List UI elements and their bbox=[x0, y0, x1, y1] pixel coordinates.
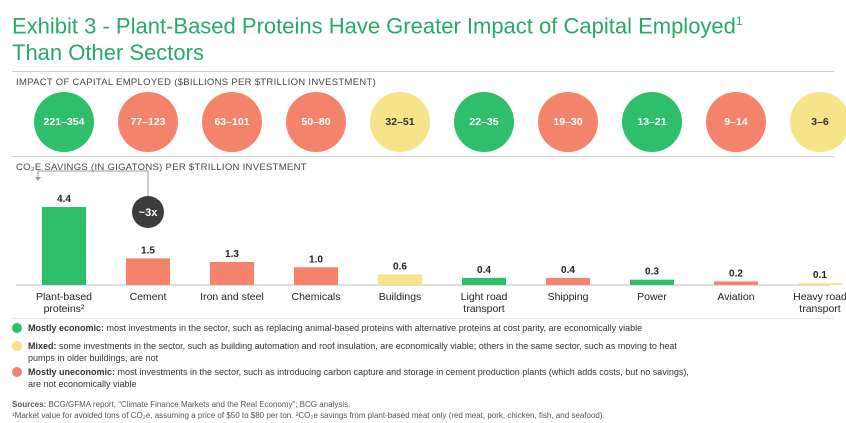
bar-value-label: 1.0 bbox=[309, 254, 323, 265]
category-label: Plant-based bbox=[36, 291, 92, 303]
legend-economic: Mostly economic: most investments in the… bbox=[12, 322, 702, 334]
impact-bubble-value: 32–51 bbox=[385, 116, 415, 128]
category-label: Shipping bbox=[548, 291, 589, 303]
multiplier-arrowhead bbox=[35, 177, 41, 181]
impact-bubble: 63–101 bbox=[202, 92, 262, 152]
legend-mixed-title: Mixed: bbox=[28, 341, 57, 351]
footnotes: ¹Market value for avoided tons of CO₂e, … bbox=[12, 411, 605, 420]
legend-mixed-swatch bbox=[12, 341, 22, 351]
impact-bubble: 32–51 bbox=[370, 92, 430, 152]
multiplier-badge bbox=[132, 196, 164, 228]
bar-value-label: 0.6 bbox=[393, 261, 407, 272]
title-line-1: Exhibit 3 - Plant-Based Proteins Have Gr… bbox=[12, 13, 736, 39]
sources-heading: Sources: bbox=[12, 400, 47, 409]
category-label: transport bbox=[799, 303, 841, 315]
legend-uneconomic: Mostly uneconomic: most investments in t… bbox=[12, 366, 702, 390]
impact-bubble: 77–123 bbox=[118, 92, 178, 152]
bar bbox=[126, 258, 170, 285]
legend-economic-text: most investments in the sector, such as … bbox=[104, 323, 643, 333]
sources-text: BCG/GFMA report, “Climate Finance Market… bbox=[46, 400, 351, 409]
legend-mixed-text: some investments in the sector, such as … bbox=[28, 341, 677, 363]
legend-uneconomic-swatch bbox=[12, 367, 22, 377]
divider-top bbox=[12, 71, 834, 72]
category-label: transport bbox=[463, 303, 505, 315]
legend-economic-title: Mostly economic: bbox=[28, 323, 105, 333]
source-notes: Sources: BCG/GFMA report, “Climate Finan… bbox=[12, 399, 605, 421]
savings-section-label: CO₂E SAVINGS (IN GIGATONS) PER $TRILLION… bbox=[16, 162, 307, 173]
divider-middle bbox=[12, 156, 834, 157]
impact-bubble: 3–6 bbox=[790, 92, 846, 152]
legend-mixed: Mixed: some investments in the sector, s… bbox=[12, 340, 702, 364]
bar-value-label: 1.5 bbox=[141, 245, 155, 256]
impact-bubble: 19–30 bbox=[538, 92, 598, 152]
legend-uneconomic-text: most investments in the sector, such as … bbox=[28, 367, 689, 389]
title-line-2: Than Other Sectors bbox=[12, 40, 204, 66]
bar bbox=[462, 277, 506, 285]
category-label: Aviation bbox=[717, 291, 754, 303]
bar bbox=[546, 277, 590, 285]
bar-value-label: 0.2 bbox=[729, 268, 743, 279]
impact-bubble-value: 63–101 bbox=[214, 116, 250, 128]
bar bbox=[42, 207, 86, 285]
impact-bubble: 50–80 bbox=[286, 92, 346, 152]
impact-bubble-value: 19–30 bbox=[553, 116, 583, 128]
bar bbox=[210, 261, 254, 285]
impact-bubble-value: 13–21 bbox=[637, 116, 667, 128]
impact-bubble-value: 50–80 bbox=[301, 116, 331, 128]
bar-value-label: 0.4 bbox=[477, 265, 491, 276]
category-label: Buildings bbox=[379, 291, 422, 303]
category-label: Light road bbox=[461, 291, 508, 303]
impact-bubble: 9–14 bbox=[706, 92, 766, 152]
multiplier-badge-label: ~3x bbox=[139, 207, 159, 219]
impact-bubble: 22–35 bbox=[454, 92, 514, 152]
bar-value-label: 1.3 bbox=[225, 249, 239, 260]
bar-value-label: 0.3 bbox=[645, 267, 659, 278]
category-label: Power bbox=[637, 291, 667, 303]
impact-bubble-value: 9–14 bbox=[724, 116, 748, 128]
impact-bubble-value: 22–35 bbox=[469, 116, 499, 128]
multiplier-connector bbox=[37, 170, 149, 212]
category-label: proteins² bbox=[44, 303, 85, 315]
impact-bubble: 13–21 bbox=[622, 92, 682, 152]
exhibit-title: Exhibit 3 - Plant-Based Proteins Have Gr… bbox=[12, 8, 832, 66]
category-label: Cement bbox=[130, 291, 167, 303]
bar bbox=[294, 267, 338, 285]
impact-bubble-value: 77–123 bbox=[130, 116, 166, 128]
impact-bubble-value: 3–6 bbox=[811, 116, 829, 128]
bar bbox=[630, 279, 674, 285]
bar bbox=[798, 283, 842, 285]
bar-value-label: 0.4 bbox=[561, 265, 575, 276]
title-footnote-marker: 1 bbox=[735, 14, 743, 28]
bar bbox=[378, 274, 422, 285]
impact-bubble-value: 221–354 bbox=[43, 116, 85, 128]
category-label: Heavy road bbox=[793, 291, 846, 303]
bar bbox=[714, 281, 758, 285]
impact-bubble: 221–354 bbox=[34, 92, 94, 152]
category-label: Iron and steel bbox=[200, 291, 264, 303]
legend-economic-swatch bbox=[12, 323, 22, 333]
category-label: Chemicals bbox=[291, 291, 340, 303]
divider-legend bbox=[12, 318, 834, 319]
impact-section-label: IMPACT OF CAPITAL EMPLOYED ($BILLIONS PE… bbox=[16, 77, 377, 88]
legend-uneconomic-title: Mostly uneconomic: bbox=[28, 367, 116, 377]
bar-value-label: 4.4 bbox=[57, 194, 71, 205]
bar-value-label: 0.1 bbox=[813, 270, 827, 281]
